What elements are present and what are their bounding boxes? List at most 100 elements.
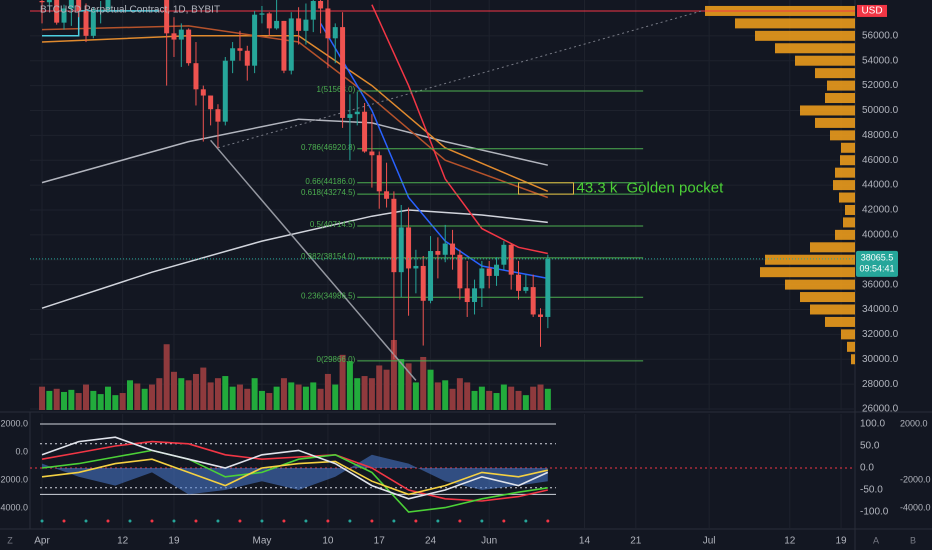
y-tick-label: 32000.0 bbox=[862, 329, 899, 340]
signal-dot bbox=[40, 519, 44, 523]
volume-profile-bar bbox=[800, 292, 855, 303]
fib-label: 0.618(43274.5) bbox=[301, 188, 356, 197]
volume-bar bbox=[383, 369, 390, 410]
currency-label: USD bbox=[861, 6, 882, 17]
y-tick-label: 26000.0 bbox=[862, 404, 899, 415]
volume-bar bbox=[148, 384, 155, 410]
candle-body bbox=[252, 14, 258, 66]
candle-body bbox=[523, 287, 529, 291]
candle-body bbox=[178, 29, 184, 40]
oscillator-tick-label: 100.0 bbox=[860, 419, 885, 430]
candle-body bbox=[442, 243, 448, 255]
signal-dot bbox=[436, 519, 440, 523]
x-tick-label: 24 bbox=[425, 536, 437, 547]
x-tick-label: 10 bbox=[322, 536, 334, 547]
volume-bar bbox=[515, 390, 522, 410]
overlay-line bbox=[319, 23, 548, 280]
x-tick-label: 14 bbox=[579, 536, 591, 547]
volume-bar bbox=[163, 344, 170, 410]
signal-dot bbox=[150, 519, 154, 523]
candle-body bbox=[406, 227, 412, 269]
volume-profile-bar bbox=[795, 55, 855, 66]
volume-profile-bar bbox=[841, 329, 855, 340]
oscillator-line bbox=[41, 458, 548, 496]
volume-bar bbox=[119, 393, 126, 410]
overlay-line bbox=[42, 10, 160, 37]
signal-dot bbox=[326, 519, 330, 523]
candle-body bbox=[215, 109, 221, 122]
volume-profile-bar bbox=[735, 18, 855, 29]
golden-pocket-text: Golden pocket bbox=[627, 179, 725, 196]
volume-bar bbox=[273, 386, 280, 410]
oscillator-right-tick-label: -2000.0 bbox=[900, 474, 931, 484]
volume-bar bbox=[170, 371, 177, 410]
volume-profile-bar bbox=[827, 80, 855, 91]
signal-dot bbox=[370, 519, 374, 523]
oscillator-tick-label: 0.0 bbox=[860, 463, 874, 474]
y-tick-label: 42000.0 bbox=[862, 205, 899, 216]
oscillator-right-tick-label: -4000.0 bbox=[900, 502, 931, 512]
volume-profile-bar bbox=[810, 242, 855, 253]
candle-body bbox=[384, 191, 390, 199]
volume-bar bbox=[508, 386, 515, 410]
volume-bar bbox=[68, 389, 75, 410]
volume-bar bbox=[200, 367, 207, 410]
candle-body bbox=[39, 0, 45, 3]
signal-dot bbox=[106, 519, 110, 523]
volume-bar bbox=[222, 376, 229, 410]
candle-body bbox=[310, 0, 316, 20]
volume-bar bbox=[405, 363, 412, 410]
volume-profile-bar bbox=[825, 93, 855, 104]
signal-dot bbox=[128, 519, 132, 523]
volume-bar bbox=[376, 365, 383, 410]
volume-bar bbox=[471, 390, 478, 410]
candle-body bbox=[538, 314, 544, 317]
volume-profile-bar bbox=[775, 43, 855, 54]
y-tick-label: 40000.0 bbox=[862, 229, 899, 240]
volume-bar bbox=[478, 386, 485, 410]
candle-body bbox=[435, 251, 441, 255]
candle-body bbox=[369, 151, 375, 156]
volume-bar bbox=[544, 388, 551, 410]
volume-bar bbox=[185, 380, 192, 410]
volume-profile-bar bbox=[840, 155, 855, 166]
x-tick-label: 17 bbox=[374, 536, 386, 547]
candle-body bbox=[376, 155, 382, 192]
overlay-line bbox=[210, 139, 417, 381]
candle-body bbox=[486, 268, 492, 276]
volume-bar bbox=[83, 384, 90, 410]
x-tick-label: 12 bbox=[117, 536, 129, 547]
volume-bar bbox=[295, 384, 302, 410]
volume-bar bbox=[134, 383, 141, 410]
volume-bar bbox=[398, 359, 405, 410]
candle-body bbox=[54, 0, 60, 23]
volume-profile-bar bbox=[830, 130, 855, 141]
overlay-line bbox=[41, 118, 548, 184]
candle-body bbox=[391, 198, 397, 273]
oscillator-left-tick-label: -4000.0 bbox=[0, 502, 28, 512]
volume-bar bbox=[178, 378, 185, 410]
candle-body bbox=[98, 9, 104, 11]
fib-label: 1(51563.0) bbox=[317, 85, 356, 94]
x-tick-label: 19 bbox=[836, 536, 848, 547]
volume-bar bbox=[390, 340, 397, 410]
oscillator-pane bbox=[30, 414, 855, 528]
volume-bar bbox=[112, 395, 119, 410]
volume-bar bbox=[258, 390, 265, 410]
candle-body bbox=[244, 50, 250, 66]
currency-badge bbox=[857, 4, 887, 17]
volume-bar bbox=[214, 378, 221, 410]
candle-body bbox=[545, 258, 551, 317]
y-tick-label: 52000.0 bbox=[862, 80, 899, 91]
candle-body bbox=[494, 264, 500, 276]
volume-profile-bar bbox=[841, 142, 855, 153]
volume-bar bbox=[354, 378, 361, 410]
volume-profile-bar bbox=[760, 267, 855, 278]
volume-bar bbox=[442, 380, 449, 410]
volume-bar bbox=[449, 388, 456, 410]
volume-bar bbox=[251, 378, 258, 410]
candle-body bbox=[164, 0, 170, 34]
volume-bar bbox=[522, 395, 529, 410]
signal-dot bbox=[216, 519, 220, 523]
